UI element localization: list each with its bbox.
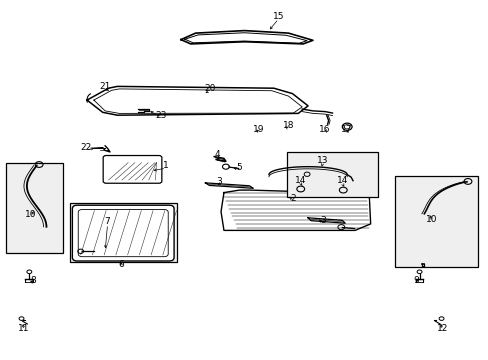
Text: 15: 15 [272, 12, 284, 21]
FancyBboxPatch shape [103, 156, 162, 183]
FancyBboxPatch shape [72, 205, 174, 261]
Text: 8: 8 [30, 276, 36, 284]
Text: 19: 19 [253, 125, 264, 134]
Text: 16: 16 [319, 125, 330, 134]
Text: 11: 11 [18, 324, 29, 333]
Text: 3: 3 [216, 177, 222, 186]
Text: 22: 22 [80, 143, 91, 152]
Text: 14: 14 [336, 176, 347, 185]
Bar [6, 163, 62, 253]
Text: 18: 18 [282, 122, 294, 130]
Text: 4: 4 [214, 150, 220, 159]
Text: 5: 5 [236, 163, 242, 172]
Text: 13: 13 [316, 156, 328, 165]
Text: 3: 3 [319, 216, 325, 225]
Text: 14: 14 [294, 176, 306, 185]
Text: 20: 20 [204, 84, 216, 93]
Text: 10: 10 [425, 215, 436, 224]
Text: 17: 17 [341, 125, 352, 134]
Text: 2: 2 [290, 194, 296, 203]
Bar [70, 203, 177, 262]
Text: 21: 21 [99, 82, 111, 91]
Bar [286, 152, 377, 197]
Text: 9: 9 [413, 276, 419, 284]
Text: 23: 23 [155, 111, 167, 120]
Text: 10: 10 [24, 210, 36, 219]
Text: 12: 12 [436, 324, 447, 333]
Text: 1: 1 [163, 161, 169, 170]
Text: 7: 7 [104, 217, 110, 226]
Text: 6: 6 [118, 260, 124, 269]
Bar [394, 176, 477, 267]
